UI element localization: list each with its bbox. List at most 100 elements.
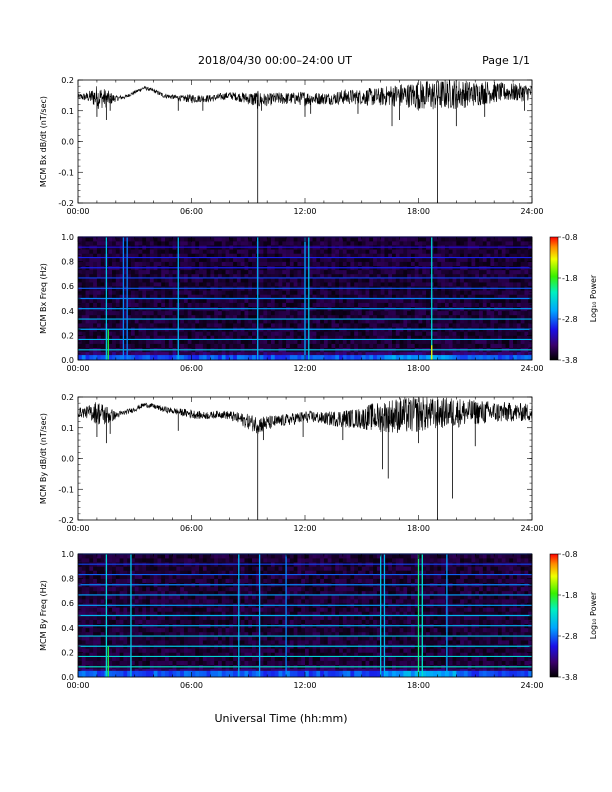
spectrogram-cell [85,302,90,307]
spectrogram-cell [376,339,381,344]
spectrogram-cell [490,257,495,262]
spectrogram-cell [236,278,241,283]
spectrogram-cell [410,282,416,287]
spectrogram-cell [210,249,215,254]
spectrogram-cell [157,278,162,283]
spectrogram-cell [206,249,211,254]
spectrogram-cell [486,257,491,262]
spectrogram-cell [127,335,132,340]
spectrogram-cell [161,351,166,357]
spectrogram-cell [395,302,400,307]
spectrogram-cell [183,343,189,348]
spectrogram-cell [497,343,503,348]
spectrogram-cell [100,339,105,344]
spectrogram-cell [505,273,510,279]
spectrogram-cell [180,241,185,246]
spectrogram-cell [316,302,321,307]
spectrogram-cell [282,323,287,328]
spectrogram-cell [252,339,257,344]
spectrogram-cell [123,566,128,571]
spectrogram-cell [452,278,457,283]
spectrogram-cell [331,343,336,348]
spectrogram-cell [195,261,200,266]
spectrogram-cell [505,351,510,357]
spectrogram-cell [392,314,397,320]
spectrogram-cell [123,237,128,242]
spectrogram-cell [214,257,219,262]
spectrogram-cell [81,648,86,653]
spectrogram-cell [153,323,158,328]
spectrogram-cell [501,278,506,283]
low-frequency-band [422,355,427,360]
spectrogram-cell [240,343,245,348]
spectrogram-cell [146,599,151,604]
spectrogram-cell [93,351,98,357]
spectrogram-cell [93,652,98,657]
spectrogram-cell [267,319,272,324]
spectrogram-cell [214,302,219,307]
spectrogram-cell [278,269,283,275]
spectrogram-cell [282,237,287,242]
spectrogram-cell [108,269,113,275]
spectrogram-cell [259,314,264,320]
spectrogram-cell [108,335,113,340]
spectrogram-cell [233,253,238,258]
spectrogram-cell [395,314,400,320]
spectrogram-cell [388,261,393,266]
spectrogram-cell [259,351,264,357]
spectrogram-cell [376,310,381,316]
spectrogram-cell [244,314,249,320]
spectrogram-cell [524,282,529,287]
spectrogram-cell [96,282,101,287]
spectrogram-cell [157,269,162,275]
spectrogram-cell [187,323,192,328]
spectrogram-cell [433,314,438,320]
spectrogram-cell [376,269,381,275]
spectrogram-cell [100,331,105,336]
spectrogram-cell [187,310,192,316]
spectrogram-cell [108,570,113,575]
spectrogram-cell [335,314,340,320]
spectrogram-cell [123,648,128,653]
spectrogram-cell [123,627,128,633]
low-frequency-band [316,355,321,360]
spectrogram-cell [463,237,468,242]
spectrogram-cell [195,298,200,303]
spectrogram-cell [433,343,438,348]
spectrogram-cell [134,648,139,653]
spectrogram-cell [195,302,200,307]
spectrogram-cell [180,343,185,348]
spectrogram-cell [172,319,177,324]
spectrogram-cell [168,290,173,295]
spectrogram-cell [410,278,416,283]
spectrogram-cell [112,611,117,616]
spectrogram-cell [115,335,120,340]
spectrogram-cell [89,636,94,641]
spectrogram-cell [183,310,189,316]
spectrogram-cell [142,269,147,275]
spectrogram-cell [452,257,457,262]
spectrogram-cell [456,335,461,340]
spectrogram-cell [388,237,393,242]
spectrogram-cell [471,298,476,303]
spectrogram-cell [112,660,117,665]
spectrogram-cell [112,652,117,657]
spectrogram-cell [85,257,90,262]
spectrogram-cell [119,595,124,600]
spectrogram-cell [225,314,230,320]
spectrogram-cell [221,282,226,287]
spectrogram-cell [134,310,139,316]
spectrogram-cell [130,282,136,287]
spectrogram-cell [130,298,136,303]
spectrogram-cell [331,278,336,283]
spectrogram-cell [81,237,86,242]
spectrogram-cell [286,331,291,336]
spectrogram-cell [108,660,113,665]
spectrogram-cell [452,249,457,254]
spectrogram-cell [191,249,196,254]
spectrogram-cell [112,599,117,604]
spectrogram-cell [153,237,158,242]
spectrogram-cell [149,578,154,583]
spectrogram-cell [342,290,347,295]
spectrogram-cell [274,343,279,348]
